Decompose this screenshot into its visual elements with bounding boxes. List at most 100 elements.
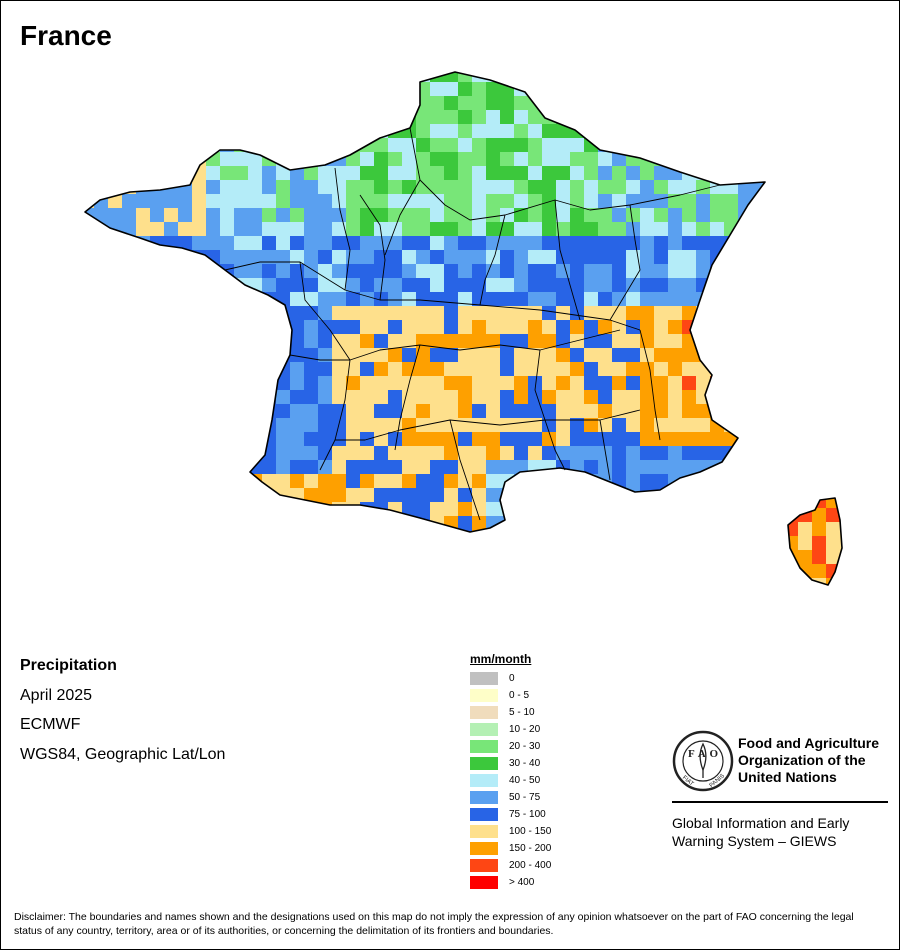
precipitation-cell [374,516,389,531]
precipitation-cell [626,208,641,223]
precipitation-cell [528,138,543,153]
precipitation-cell [332,320,347,335]
precipitation-cell [192,82,207,97]
precipitation-cell [752,530,765,532]
precipitation-cell [164,334,179,349]
precipitation-cell [220,82,235,97]
precipitation-cell [668,348,683,363]
precipitation-cell [738,96,753,111]
precipitation-cell [752,264,765,279]
precipitation-cell [318,236,333,251]
precipitation-cell [654,110,669,125]
precipitation-cell [668,264,683,279]
precipitation-cell [416,474,431,489]
legend-swatch [470,859,498,872]
precipitation-cell [724,320,739,335]
precipitation-cell [570,362,585,377]
precipitation-cell [640,502,655,517]
precipitation-cell [696,222,711,237]
precipitation-cell [234,320,249,335]
precipitation-cell [766,446,781,461]
precipitation-cell [178,432,193,447]
precipitation-cell [164,320,179,335]
precipitation-cell [724,152,739,167]
precipitation-cell [234,502,249,517]
precipitation-cell [766,306,781,321]
precipitation-cell [626,474,641,489]
precipitation-cell [668,222,683,237]
precipitation-cell [430,334,445,349]
precipitation-cell [458,502,473,517]
precipitation-cell [304,264,319,279]
precipitation-cell [570,110,585,125]
precipitation-cell [584,250,599,265]
precipitation-cell [248,432,263,447]
precipitation-cell [164,502,179,517]
precipitation-cell [178,82,193,97]
precipitation-cell [444,348,459,363]
precipitation-cell [276,208,291,223]
precipitation-cell [668,278,683,293]
precipitation-cell [556,264,571,279]
precipitation-cell [85,460,95,475]
divider [672,801,888,803]
precipitation-cell [290,390,305,405]
precipitation-cell [472,488,487,503]
precipitation-cell [304,530,319,532]
precipitation-cell [458,474,473,489]
precipitation-cell [122,306,137,321]
precipitation-cell [318,334,333,349]
precipitation-cell [332,292,347,307]
precipitation-cell [612,292,627,307]
precipitation-cell [840,550,842,565]
precipitation-cell [500,250,515,265]
precipitation-cell [598,460,613,475]
precipitation-cell [738,446,753,461]
precipitation-cell [402,236,417,251]
precipitation-cell [724,194,739,209]
precipitation-cell [598,72,613,83]
precipitation-cell [402,166,417,181]
precipitation-cell [570,82,585,97]
precipitation-cell [94,166,109,181]
precipitation-cell [472,362,487,377]
precipitation-cell [416,404,431,419]
precipitation-cell [724,180,739,195]
precipitation-cell [402,502,417,517]
precipitation-cell [542,320,557,335]
precipitation-cell [826,508,841,523]
precipitation-cell [150,502,165,517]
precipitation-cell [360,166,375,181]
precipitation-cell [626,278,641,293]
precipitation-cell [542,292,557,307]
precipitation-cell [374,278,389,293]
precipitation-cell [85,502,95,517]
precipitation-cell [826,550,841,565]
precipitation-cell [360,502,375,517]
precipitation-cell [640,166,655,181]
precipitation-cell [206,446,221,461]
precipitation-cell [262,320,277,335]
precipitation-cell [570,264,585,279]
precipitation-cell [556,236,571,251]
precipitation-cell [290,278,305,293]
precipitation-cell [164,166,179,181]
precipitation-cell [640,474,655,489]
precipitation-cell [290,96,305,111]
precipitation-cell [360,264,375,279]
precipitation-cell [528,432,543,447]
precipitation-cell [528,72,543,83]
precipitation-cell [94,516,109,531]
precipitation-cell [458,152,473,167]
legend-label: 100 - 150 [509,826,552,837]
precipitation-cell [220,516,235,531]
precipitation-cell [178,362,193,377]
precipitation-cell [826,522,841,537]
precipitation-cell [444,306,459,321]
precipitation-cell [430,348,445,363]
precipitation-cell [416,460,431,475]
precipitation-cell [528,208,543,223]
precipitation-cell [276,460,291,475]
precipitation-cell [178,236,193,251]
precipitation-cell [556,138,571,153]
